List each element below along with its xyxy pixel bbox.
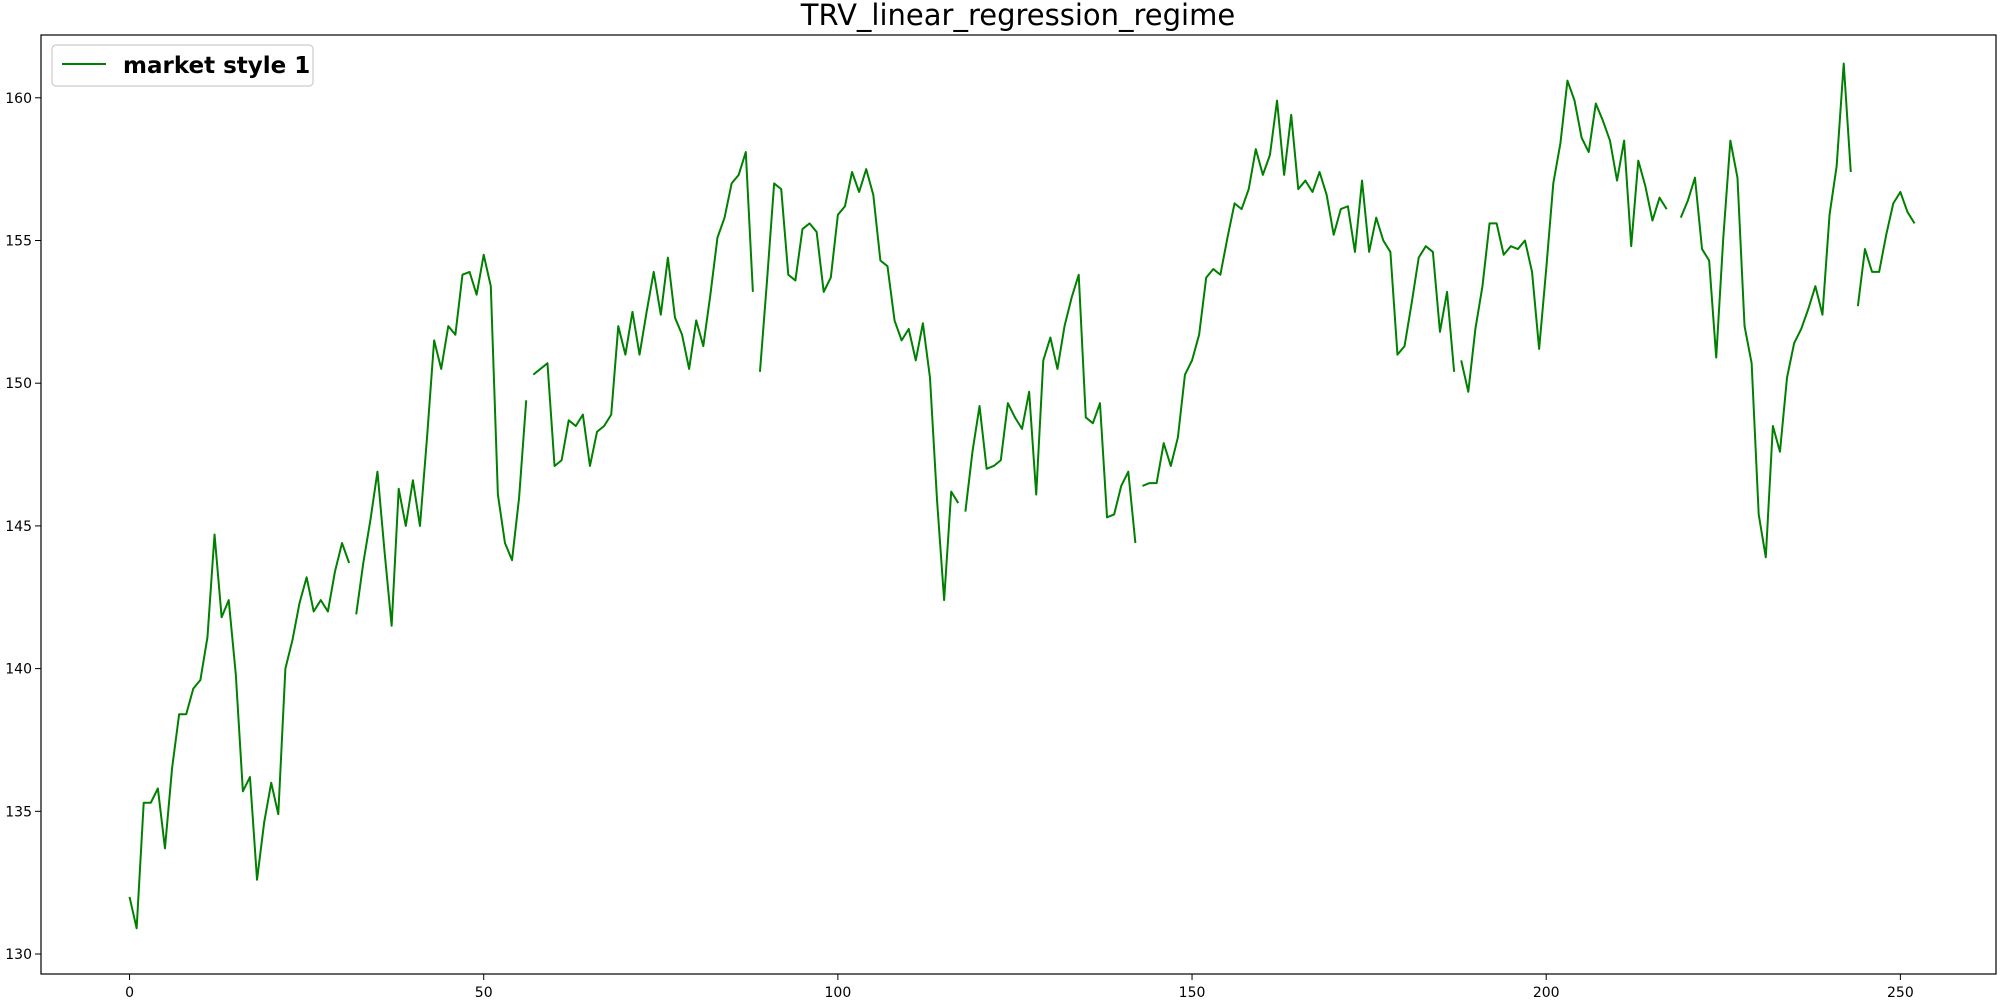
x-tick-label: 0 <box>125 985 134 1000</box>
plot-frame <box>40 34 1997 975</box>
series-line-segment-6 <box>1142 99 1456 487</box>
y-tick-label: 140 <box>5 662 32 678</box>
x-tick-label: 250 <box>1887 985 1914 1000</box>
series-line-segment-4 <box>758 168 960 602</box>
series-line-segment-8 <box>1679 62 1852 559</box>
series-line-segment-2 <box>355 253 528 627</box>
y-tick-label: 150 <box>5 376 32 392</box>
x-axis: 0 50 100 150 200 250 <box>125 974 1914 1000</box>
y-tick-label: 135 <box>5 804 32 820</box>
series-line-segment-7 <box>1460 79 1668 393</box>
x-tick-label: 50 <box>475 985 493 1000</box>
plot-area <box>128 62 1916 930</box>
y-tick-label: 155 <box>5 233 32 249</box>
chart-title: TRV_linear_regression_regime <box>800 0 1235 32</box>
series-line-segment-5 <box>964 273 1137 544</box>
series-line-segment-9 <box>1856 190 1916 307</box>
y-tick-label: 145 <box>5 519 32 535</box>
series-line-segment-1 <box>128 533 351 930</box>
y-tick-label: 130 <box>5 947 32 963</box>
x-tick-label: 150 <box>1179 985 1206 1000</box>
legend: market style 1 <box>51 44 314 87</box>
series-line-segment-3 <box>532 151 754 467</box>
legend-label: market style 1 <box>123 53 310 79</box>
y-axis: 130 135 140 145 150 155 160 <box>5 91 41 963</box>
y-tick-label: 160 <box>5 91 32 107</box>
legend-box <box>51 44 314 87</box>
x-tick-label: 100 <box>825 985 852 1000</box>
x-tick-label: 200 <box>1533 985 1560 1000</box>
